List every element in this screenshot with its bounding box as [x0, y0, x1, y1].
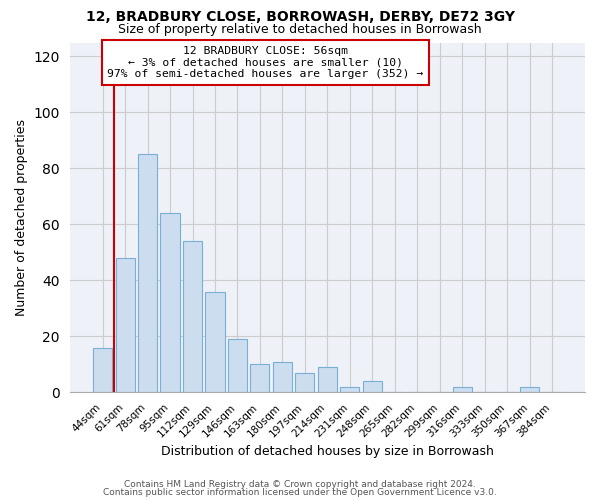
- Text: Contains public sector information licensed under the Open Government Licence v3: Contains public sector information licen…: [103, 488, 497, 497]
- Text: Size of property relative to detached houses in Borrowash: Size of property relative to detached ho…: [118, 22, 482, 36]
- Text: Contains HM Land Registry data © Crown copyright and database right 2024.: Contains HM Land Registry data © Crown c…: [124, 480, 476, 489]
- Bar: [228, 339, 247, 392]
- Bar: [452, 387, 472, 392]
- Bar: [340, 387, 359, 392]
- X-axis label: Distribution of detached houses by size in Borrowash: Distribution of detached houses by size …: [161, 444, 494, 458]
- Bar: [273, 362, 292, 392]
- Bar: [318, 367, 337, 392]
- Text: 12 BRADBURY CLOSE: 56sqm
← 3% of detached houses are smaller (10)
97% of semi-de: 12 BRADBURY CLOSE: 56sqm ← 3% of detache…: [107, 46, 424, 79]
- Bar: [138, 154, 157, 392]
- Bar: [160, 213, 179, 392]
- Bar: [295, 373, 314, 392]
- Bar: [520, 387, 539, 392]
- Bar: [250, 364, 269, 392]
- Bar: [205, 292, 224, 392]
- Text: 12, BRADBURY CLOSE, BORROWASH, DERBY, DE72 3GY: 12, BRADBURY CLOSE, BORROWASH, DERBY, DE…: [86, 10, 515, 24]
- Bar: [93, 348, 112, 393]
- Bar: [116, 258, 134, 392]
- Y-axis label: Number of detached properties: Number of detached properties: [15, 119, 28, 316]
- Bar: [363, 381, 382, 392]
- Bar: [183, 241, 202, 392]
